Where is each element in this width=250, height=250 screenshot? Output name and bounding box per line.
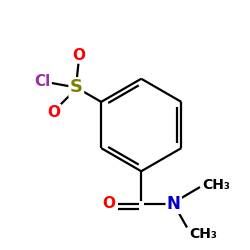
Text: S: S	[70, 78, 83, 96]
Text: N: N	[167, 195, 181, 213]
Text: Cl: Cl	[34, 74, 51, 89]
Text: O: O	[72, 48, 85, 62]
Text: CH₃: CH₃	[189, 227, 216, 241]
Text: CH₃: CH₃	[202, 178, 230, 192]
Text: O: O	[47, 105, 60, 120]
Text: O: O	[102, 196, 115, 211]
